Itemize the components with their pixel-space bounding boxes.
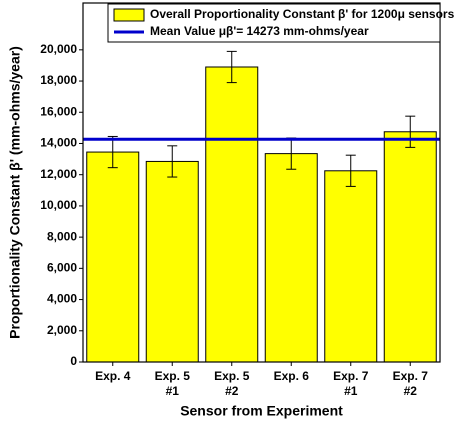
bar — [86, 151, 140, 363]
x-tick-label: #2 — [404, 384, 418, 398]
plot-frame — [82, 2, 441, 363]
y-tick-label: 6,000 — [47, 261, 77, 275]
bar — [324, 170, 378, 363]
x-tick-label: #2 — [225, 384, 239, 398]
bar — [145, 160, 199, 363]
bar — [264, 153, 318, 363]
y-tick-label: 16,000 — [40, 104, 77, 118]
y-tick-label: 2,000 — [47, 323, 77, 337]
x-axis-label: Sensor from Experiment — [180, 403, 343, 419]
y-tick-label: 14,000 — [40, 136, 77, 150]
bar — [205, 66, 259, 363]
y-axis-label: Proportionality Constant β' (mm-ohms/yea… — [7, 46, 23, 339]
y-tick-label: 20,000 — [40, 42, 77, 56]
legend-label: Overall Proportionality Constant β' for … — [150, 7, 455, 21]
x-tick-label: #1 — [344, 384, 358, 398]
x-tick-label: Exp. 5 — [214, 369, 250, 383]
x-tick-label: Exp. 6 — [274, 369, 310, 383]
legend-swatch — [113, 8, 145, 22]
x-tick-label: Exp. 5 — [155, 369, 191, 383]
legend-box — [107, 3, 441, 43]
y-tick-label: 8,000 — [47, 229, 77, 243]
y-tick-label: 12,000 — [40, 167, 77, 181]
y-tick-label: 18,000 — [40, 73, 77, 87]
y-tick-label: 4,000 — [47, 292, 77, 306]
bar — [383, 131, 437, 363]
y-tick-label: 10,000 — [40, 198, 77, 212]
x-tick-label: Exp. 7 — [333, 369, 369, 383]
x-tick-label: Exp. 4 — [95, 369, 131, 383]
x-tick-label: #1 — [166, 384, 180, 398]
y-tick-label: 0 — [70, 354, 77, 368]
x-tick-label: Exp. 7 — [393, 369, 429, 383]
legend-label: Mean Value μβ'= 14273 mm-ohms/year — [150, 24, 369, 38]
